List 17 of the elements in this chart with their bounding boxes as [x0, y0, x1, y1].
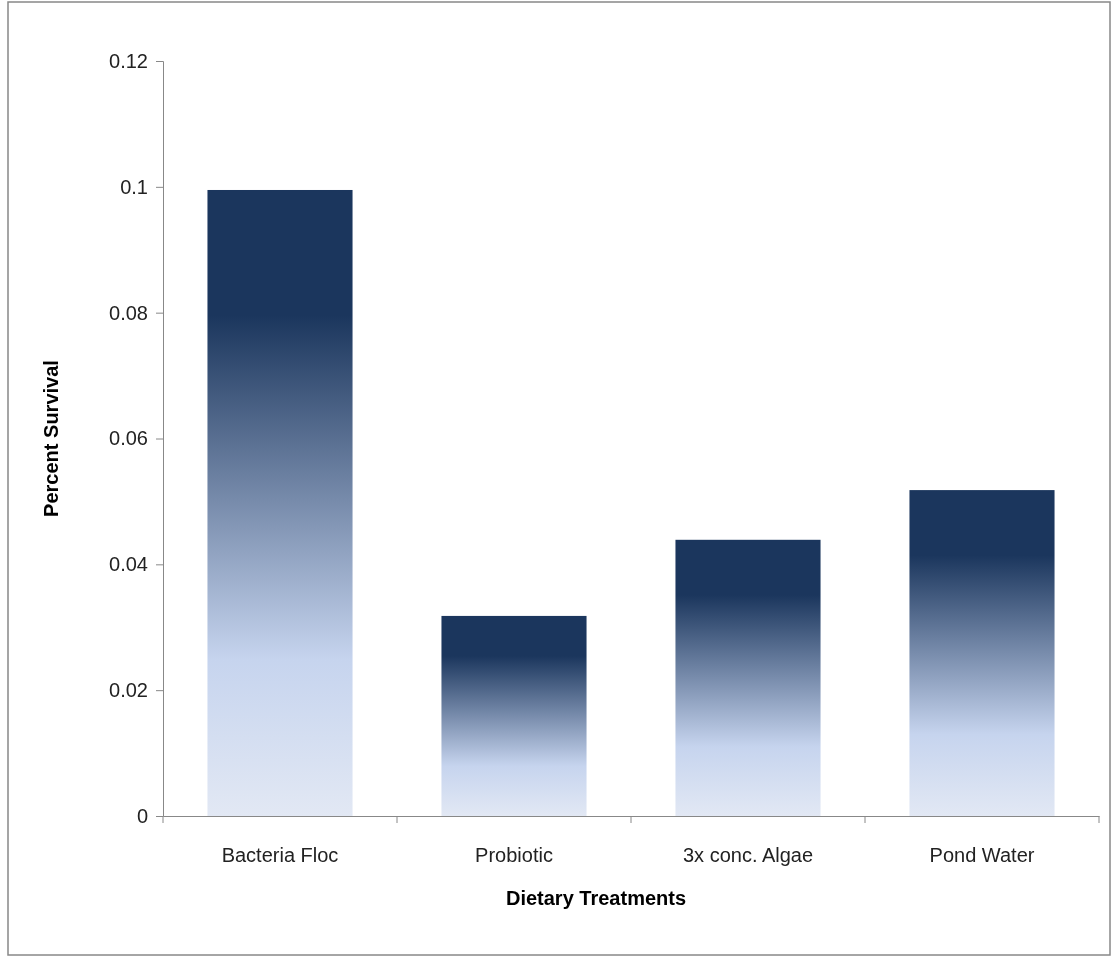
- y-axis-title: Percent Survival: [40, 360, 62, 517]
- x-axis-title: Dietary Treatments: [505, 887, 687, 909]
- y-tick-label: 0.08: [109, 301, 148, 324]
- y-tick-label: 0.12: [109, 49, 148, 72]
- x-tick-label: 3x conc. Algae: [682, 844, 814, 867]
- y-tick-label: 0.06: [109, 427, 148, 450]
- x-tick-label: Bacteria Floc: [221, 844, 339, 867]
- bar: [909, 490, 1055, 816]
- bar: [207, 189, 353, 816]
- bar: [675, 539, 821, 816]
- y-tick-label: 0.02: [109, 679, 148, 702]
- y-tick-label: 0.1: [120, 175, 148, 198]
- y-tick-label: 0: [136, 804, 148, 827]
- bar: [441, 615, 587, 816]
- x-tick-label: Probiotic: [475, 844, 553, 867]
- x-tick-label: Pond Water: [929, 844, 1035, 867]
- y-tick-label: 0.04: [109, 553, 148, 576]
